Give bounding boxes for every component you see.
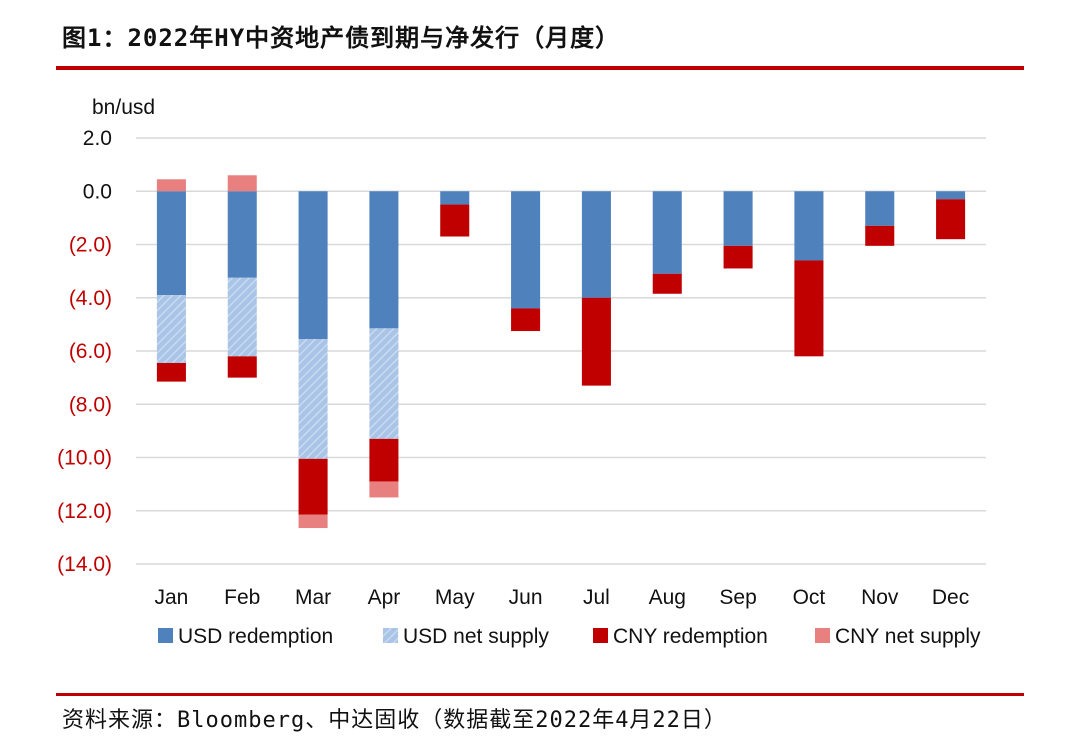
source-rule	[56, 693, 1024, 696]
bar-cny-net-supply-feb	[227, 175, 257, 192]
y-axis-ticks: 2.0 0.0 (2.0) (4.0) (6.0) (8.0) (10.0) (12.0) (1…	[57, 127, 112, 576]
legend-label: USD net supply	[403, 625, 549, 648]
bar-cny-redemption-may	[440, 204, 470, 237]
x-tick-label: Mar	[295, 586, 331, 609]
bar-usd-redemption-jun	[511, 191, 541, 309]
bar-cny-redemption-aug	[652, 273, 682, 294]
bars	[156, 175, 966, 529]
x-tick-label: Aug	[649, 586, 686, 609]
legend-swatch	[815, 628, 830, 643]
legend-swatch	[383, 628, 398, 643]
x-tick-label: Jul	[583, 586, 610, 609]
title-rule	[56, 66, 1024, 70]
bar-usd-redemption-may	[440, 191, 470, 205]
source-note: 资料来源：Bloomberg、中达固收（数据截至2022年4月22日）	[62, 708, 727, 733]
x-tick-label: Feb	[224, 586, 260, 609]
bar-cny-redemption-dec	[936, 199, 966, 240]
bar-usd-net-supply-mar	[298, 339, 328, 459]
x-tick-label: Oct	[793, 586, 826, 609]
bar-usd-redemption-jan	[156, 191, 186, 296]
bar-cny-redemption-sep	[723, 245, 753, 269]
x-tick-label: Jan	[154, 586, 188, 609]
x-tick-label: Nov	[861, 586, 899, 609]
bar-usd-net-supply-apr	[369, 328, 399, 439]
y-tick-label: (10.0)	[57, 447, 112, 470]
x-tick-label: May	[435, 586, 475, 609]
y-tick-label: (6.0)	[69, 340, 112, 363]
bar-cny-redemption-apr	[369, 438, 399, 482]
y-tick-label: 2.0	[83, 127, 112, 150]
gridlines	[136, 137, 986, 565]
x-tick-label: Sep	[719, 586, 756, 609]
bar-usd-redemption-oct	[794, 191, 824, 261]
legend-swatch	[158, 628, 173, 643]
stacked-bar-chart: bn/usd 2.0 0.0 (2.0) (4.0) (6.0) (8.0) (10.0) (…	[57, 96, 986, 648]
x-tick-label: Dec	[932, 586, 969, 609]
legend: USD redemption USD net supply CNY redempti…	[158, 625, 981, 648]
bar-cny-redemption-jun	[511, 308, 541, 332]
bar-usd-net-supply-feb	[227, 277, 257, 357]
bar-cny-redemption-feb	[227, 356, 257, 378]
y-tick-label: (8.0)	[69, 393, 112, 416]
y-axis-unit-label: bn/usd	[92, 96, 155, 119]
legend-label: CNY net supply	[835, 625, 981, 648]
bar-cny-net-supply-jan	[156, 179, 186, 192]
y-tick-label: 0.0	[83, 180, 112, 203]
bar-usd-redemption-feb	[227, 191, 257, 278]
x-axis-ticks: Jan Feb Mar Apr May Jun Jul Aug Sep Oct Nov Dec	[154, 586, 969, 609]
bar-usd-redemption-mar	[298, 191, 328, 340]
bar-usd-redemption-dec	[936, 191, 966, 200]
y-tick-label: (14.0)	[57, 553, 112, 576]
bar-cny-redemption-jan	[156, 362, 186, 382]
y-tick-label: (2.0)	[69, 234, 112, 257]
bar-cny-net-supply-mar	[298, 514, 328, 529]
legend-label: CNY redemption	[613, 625, 768, 648]
bar-usd-redemption-jul	[581, 191, 611, 298]
bar-usd-redemption-nov	[865, 191, 895, 226]
bar-cny-redemption-nov	[865, 225, 895, 246]
bar-cny-redemption-mar	[298, 458, 328, 515]
page-title: 图1：2022年HY中资地产债到期与净发行（月度）	[62, 24, 621, 52]
bar-cny-redemption-oct	[794, 260, 824, 357]
x-tick-label: Jun	[509, 586, 543, 609]
bar-usd-redemption-aug	[652, 191, 682, 274]
bar-cny-redemption-jul	[581, 297, 611, 386]
bar-cny-net-supply-apr	[369, 481, 399, 498]
legend-swatch	[593, 628, 608, 643]
bar-usd-redemption-apr	[369, 191, 399, 329]
y-tick-label: (4.0)	[69, 287, 112, 310]
bar-usd-net-supply-jan	[156, 295, 186, 363]
y-tick-label: (12.0)	[57, 500, 112, 523]
legend-label: USD redemption	[178, 625, 333, 648]
bar-usd-redemption-sep	[723, 191, 753, 246]
x-tick-label: Apr	[368, 586, 401, 609]
